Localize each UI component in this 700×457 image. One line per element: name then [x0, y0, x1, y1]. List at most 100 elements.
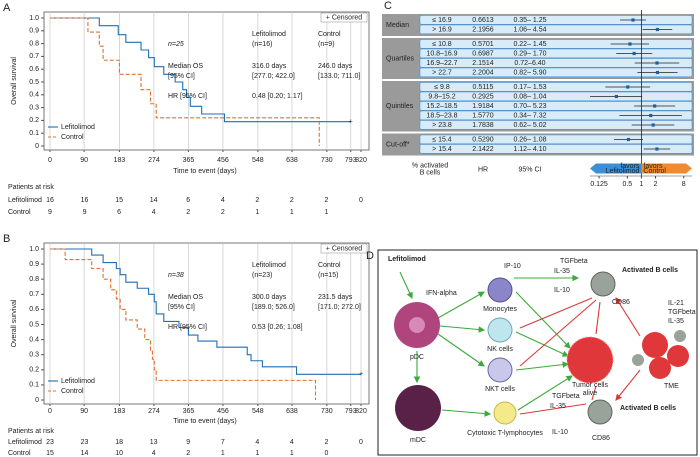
- favors-right-arrow: [641, 163, 692, 174]
- censor-mark: +: [359, 371, 363, 378]
- x-tick-label: 456: [217, 157, 229, 164]
- median: 231.5 days: [318, 294, 353, 301]
- risk-title: Patients at risk: [8, 428, 54, 435]
- group-n: (n=15): [318, 272, 338, 279]
- inhibit: [595, 301, 601, 335]
- tme-cell: [649, 357, 671, 379]
- arrows: [399, 271, 641, 417]
- nkt-cell: [487, 357, 513, 383]
- risk-count: 2: [324, 197, 328, 204]
- x-tick-label: 183: [114, 408, 126, 415]
- risk-count: 2: [324, 439, 328, 446]
- hr-value: 0.5290: [472, 136, 494, 143]
- node-label: Activated B cells: [622, 267, 678, 274]
- hr-point: [632, 51, 636, 56]
- cells: [394, 271, 689, 431]
- hr-value: 2.2004: [472, 69, 494, 76]
- row-box: [419, 101, 693, 111]
- ci-value: 0.70– 5.23: [513, 103, 546, 110]
- y-tick-label: 0.2: [29, 367, 39, 374]
- node-label: alive: [583, 390, 598, 397]
- arrow: [515, 361, 570, 371]
- hr-value: 0.5115: [473, 84, 494, 91]
- hr-value: 2.1956: [472, 26, 494, 33]
- hr-value: 1.9184: [472, 103, 494, 110]
- x-tick-label: 548: [252, 157, 264, 164]
- hr-value: 0.5701: [472, 41, 494, 48]
- x-tick-label: 1: [639, 181, 643, 188]
- row-box: [419, 48, 693, 59]
- risk-count: 10: [115, 450, 123, 457]
- median-ci: [171.0; 272.0]: [318, 304, 361, 311]
- legend-label: Lefitolimod: [61, 378, 95, 385]
- node-label: Tumor cells: [572, 382, 608, 389]
- hr-value: 0.2925: [472, 93, 494, 100]
- risk-count: 1: [221, 450, 225, 457]
- subgroup: > 22.7: [432, 69, 452, 76]
- node-label: mDC: [410, 437, 426, 444]
- hr-value: 0.6613: [472, 17, 494, 24]
- hr-point: [614, 94, 618, 99]
- ci-value: 0.22– 1.45: [513, 41, 546, 48]
- favors-label: favors: [620, 163, 640, 170]
- hr-label: HR [95% CI]: [168, 93, 207, 100]
- arrow: [399, 271, 413, 299]
- hr-label: HR [95% CI]: [168, 324, 207, 331]
- cytokine: IL-10: [554, 287, 570, 294]
- diagram: D: [366, 249, 698, 456]
- censor-box: [320, 12, 368, 23]
- node-label: TME: [664, 383, 679, 390]
- x-tick-label: 2: [654, 181, 658, 188]
- ci-value: 0.26– 1.08: [513, 136, 546, 143]
- y-tick-label: 0.9: [29, 261, 39, 268]
- panel-letter: A: [3, 2, 11, 14]
- column-header: B cells: [420, 169, 441, 176]
- risk-count: 18: [115, 439, 123, 446]
- x-axis-label: Time to event (days): [173, 168, 237, 175]
- x-tick-label: 0.125: [590, 181, 608, 188]
- y-tick-label: 0.7: [29, 291, 39, 298]
- risk-count: 1: [255, 209, 259, 216]
- hr-point: [649, 113, 653, 118]
- legend-label: Control: [61, 134, 84, 141]
- y-tick-label: 0.3: [29, 104, 39, 111]
- cytokine: IL-35: [668, 318, 684, 325]
- risk-count: 4: [221, 197, 225, 204]
- group-name: Control: [318, 262, 341, 269]
- arrow: [615, 369, 641, 401]
- x-tick-label: 456: [217, 408, 229, 415]
- risk-count: 9: [83, 209, 87, 216]
- panel-letter: C: [384, 0, 392, 12]
- censor-box: [320, 243, 368, 254]
- median: 246.0 days: [318, 63, 353, 70]
- median-label: [95% CI]: [168, 73, 195, 80]
- cytokine: TGFbeta: [668, 309, 696, 316]
- node-label: pDC: [410, 354, 424, 361]
- node-label: NKT cells: [485, 386, 515, 393]
- row-box: [419, 134, 693, 145]
- y-tick-label: 1.0: [29, 246, 39, 253]
- legend-label: Lefitolimod: [61, 124, 95, 131]
- x-tick-label: 820: [355, 157, 367, 164]
- hr-value: 2.1422: [472, 146, 494, 153]
- legend-label: Control: [61, 388, 84, 395]
- risk-count: 2: [186, 209, 190, 216]
- subgroup: 18.5–23.8: [426, 112, 457, 119]
- inhibit: [519, 403, 587, 415]
- group-name: Lefitolimod: [252, 31, 286, 38]
- subgroup: 9.8–15.2: [428, 93, 455, 100]
- risk-row-name: Lefitolimod: [8, 197, 42, 204]
- risk-count: 14: [81, 450, 89, 457]
- row-box: [419, 91, 693, 102]
- hr-value: 0.48 [0.20; 1.17]: [252, 93, 303, 100]
- y-tick-label: 0.1: [29, 382, 39, 389]
- median-ci: [189.0; 526.0]: [252, 304, 295, 311]
- risk-row-name: Control: [8, 450, 31, 457]
- x-tick-label: 365: [183, 157, 195, 164]
- group-name: Quartiles: [386, 55, 415, 62]
- risk-count: 4: [152, 450, 156, 457]
- n-label: n=25: [168, 41, 184, 48]
- median-label: Median OS: [168, 294, 203, 301]
- forest-rows: Median ≤ 16.9 0.6613 0.35– 1.25 > 16.9 2.1956…: [382, 14, 694, 156]
